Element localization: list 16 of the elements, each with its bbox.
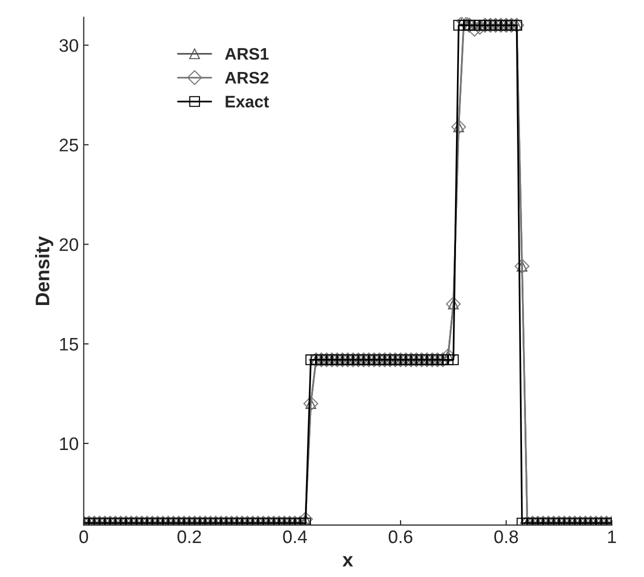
- legend-label: ARS1: [225, 48, 269, 60]
- x-tick-label: 0.6: [388, 530, 412, 544]
- y-tick-label: 15: [60, 338, 78, 351]
- y-tick-label: 20: [60, 238, 78, 252]
- x-tick-label: 0.4: [283, 530, 307, 544]
- y-tick-label: 25: [60, 138, 78, 152]
- y-tick-label: 10: [60, 437, 78, 450]
- x-tick-label: 0.8: [494, 530, 518, 544]
- x-tick-label: 0.2: [177, 530, 201, 544]
- legend-label: Exact: [226, 96, 269, 108]
- x-tick-label: 1: [608, 530, 616, 544]
- legend-label: ARS2: [225, 72, 268, 84]
- y-tick-label: 30: [59, 39, 78, 52]
- y-axis-title: Density: [35, 236, 54, 306]
- x-tick-label: 0: [79, 530, 88, 544]
- x-axis-title: x: [342, 556, 354, 566]
